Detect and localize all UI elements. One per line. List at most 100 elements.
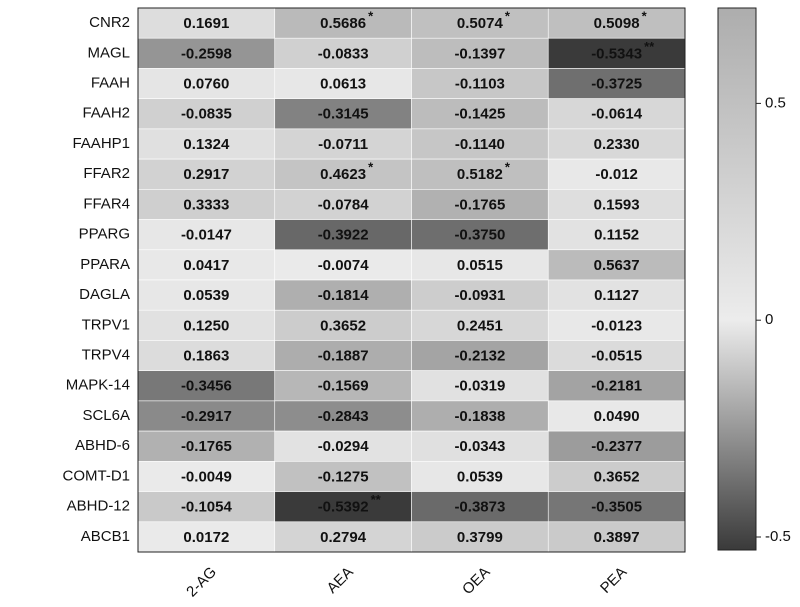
cell-label: 0.0760 bbox=[183, 76, 229, 93]
cell-label: -0.3750 bbox=[454, 227, 505, 244]
heatmap-cell bbox=[547, 249, 686, 281]
heatmap-cell bbox=[137, 461, 276, 492]
x-tick-label: 2-AG bbox=[183, 564, 220, 601]
row-label: ABHD-6 bbox=[75, 437, 130, 454]
heatmap-cell bbox=[274, 400, 412, 432]
cell-label: 0.1691 bbox=[183, 15, 229, 32]
cell-label: -0.3922 bbox=[318, 227, 369, 244]
cell-label: -0.1425 bbox=[454, 106, 505, 123]
cell-label: 0.3652 bbox=[320, 317, 366, 334]
cell-label: -0.5392 bbox=[318, 499, 369, 516]
cell-label: -0.3725 bbox=[591, 76, 642, 93]
cell-label: 0.5182 bbox=[457, 166, 503, 183]
row-label: FFAR2 bbox=[83, 165, 130, 182]
cell-label: 0.1127 bbox=[594, 287, 639, 304]
cell-label: -0.1765 bbox=[181, 438, 232, 455]
x-tick-label: OEA bbox=[459, 564, 493, 598]
heatmap-cell bbox=[411, 461, 549, 492]
heatmap-cell bbox=[274, 279, 412, 311]
heatmap-cell bbox=[411, 521, 549, 553]
heatmap-cell bbox=[411, 370, 549, 402]
cell-label: 0.5074 bbox=[457, 15, 504, 32]
cell-label: 0.0490 bbox=[594, 408, 640, 425]
cell-label: 0.2330 bbox=[594, 136, 640, 153]
significance-mark: * bbox=[368, 160, 374, 175]
cell-label: -0.1887 bbox=[318, 348, 369, 365]
row-label: MAGL bbox=[87, 44, 130, 61]
cell-label: -0.1103 bbox=[455, 76, 505, 93]
cell-label: -0.0074 bbox=[318, 257, 370, 274]
significance-mark: * bbox=[505, 160, 511, 175]
heatmap-cell bbox=[274, 249, 412, 281]
heatmap-cell bbox=[274, 158, 412, 190]
row-label: ABCB1 bbox=[81, 528, 130, 545]
heatmap-frame bbox=[137, 7, 686, 553]
cell-label: -0.0319 bbox=[454, 378, 505, 395]
cell-label: 0.1593 bbox=[594, 196, 640, 213]
cell-label: -0.1140 bbox=[455, 136, 505, 153]
cell-label: 0.3897 bbox=[594, 529, 640, 546]
cell-label: 0.0417 bbox=[183, 257, 229, 274]
heatmap-cell bbox=[137, 400, 276, 432]
heatmap-cell bbox=[274, 98, 412, 130]
cell-label: -0.0711 bbox=[318, 136, 368, 153]
heatmap-cell bbox=[274, 68, 412, 99]
cell-label: -0.3145 bbox=[318, 106, 369, 123]
cell-label: 0.1324 bbox=[183, 136, 230, 153]
x-tick-label: AEA bbox=[324, 564, 357, 597]
significance-mark: * bbox=[642, 9, 648, 24]
cell-label: 0.0539 bbox=[183, 287, 229, 304]
significance-mark: ** bbox=[371, 492, 382, 507]
heatmap-cell bbox=[411, 249, 549, 281]
colorbar bbox=[717, 7, 757, 551]
heatmap-cell bbox=[411, 219, 549, 251]
heatmap-cell bbox=[137, 7, 276, 39]
cell-label: -0.1275 bbox=[318, 468, 369, 485]
heatmap-cell bbox=[274, 189, 412, 220]
heatmap-cell bbox=[274, 128, 412, 160]
heatmap-cell bbox=[137, 279, 276, 311]
cell-label: -0.2377 bbox=[591, 438, 642, 455]
cell-label: 0.0613 bbox=[320, 76, 366, 93]
row-label: TRPV4 bbox=[82, 347, 130, 364]
cell-label: 0.1250 bbox=[183, 317, 229, 334]
heatmap-cell bbox=[274, 370, 412, 402]
heatmap-cell bbox=[411, 128, 549, 160]
heatmap-cell bbox=[547, 309, 686, 341]
colorbar-tick-label: 0.5 bbox=[765, 94, 786, 111]
cell-label: -0.1838 bbox=[454, 408, 505, 425]
row-label: FFAR4 bbox=[83, 195, 130, 212]
cell-label: 0.0515 bbox=[457, 257, 503, 274]
colorbar-tick-label: 0 bbox=[765, 311, 773, 328]
cell-label: -0.0931 bbox=[454, 287, 505, 304]
cell-label: -0.1765 bbox=[454, 196, 505, 213]
cell-label: -0.1054 bbox=[181, 499, 233, 516]
row-label: PPARA bbox=[80, 256, 130, 273]
cell-label: -0.3873 bbox=[454, 499, 505, 516]
heatmap-cell bbox=[411, 279, 549, 311]
cell-label: 0.1863 bbox=[183, 348, 229, 365]
cell-label: -0.0343 bbox=[454, 438, 505, 455]
row-label: DAGLA bbox=[79, 286, 130, 303]
cell-label: -0.3456 bbox=[181, 378, 232, 395]
heatmap-cell bbox=[547, 219, 686, 251]
significance-mark: * bbox=[368, 9, 374, 24]
cell-label: -0.2132 bbox=[454, 348, 505, 365]
heatmap-cell bbox=[137, 219, 276, 251]
cell-label: -0.0614 bbox=[591, 106, 643, 123]
cell-label: -0.0833 bbox=[318, 45, 369, 62]
cell-label: -0.0784 bbox=[318, 196, 370, 213]
heatmap-cell bbox=[547, 37, 686, 69]
cell-label: -0.0123 bbox=[591, 317, 642, 334]
heatmap-cell bbox=[411, 309, 549, 341]
x-tick-label: PEA bbox=[597, 564, 630, 597]
heatmap-cell bbox=[411, 430, 549, 462]
heatmap-cell bbox=[137, 189, 276, 220]
heatmap-cell bbox=[547, 521, 686, 553]
cell-label: 0.3799 bbox=[457, 529, 503, 546]
row-label: FAAH2 bbox=[82, 105, 130, 122]
heatmap-cell bbox=[547, 189, 686, 220]
cell-label: -0.2598 bbox=[181, 45, 232, 62]
row-label: PPARG bbox=[79, 226, 130, 243]
